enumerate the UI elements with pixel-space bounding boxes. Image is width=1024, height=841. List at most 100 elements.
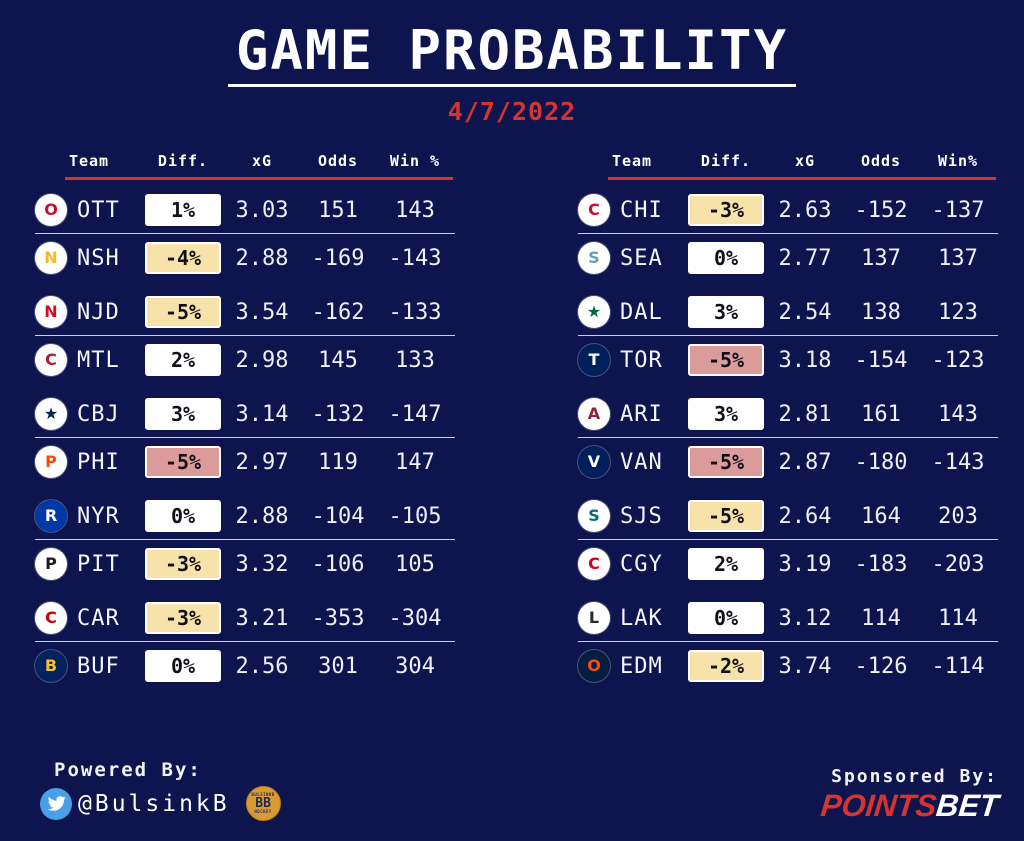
win-pct-value: -105 xyxy=(388,503,442,529)
xg-value: 2.77 xyxy=(778,245,832,271)
team-abbreviation: SJS xyxy=(620,503,663,529)
win-pct-value: -143 xyxy=(931,449,985,475)
game-divider xyxy=(578,437,998,438)
team-logo-icon: T xyxy=(578,344,610,376)
table-row: N NSH -4% 2.88 -169 -143 xyxy=(35,238,455,278)
odds-value: 161 xyxy=(861,401,901,427)
team-abbreviation: TOR xyxy=(620,347,663,373)
team-logo-icon: A xyxy=(578,398,610,430)
diff-value-box: 0% xyxy=(145,650,221,682)
table-row: V VAN -5% 2.87 -180 -143 xyxy=(578,442,998,482)
odds-value: 114 xyxy=(861,605,901,631)
column-header-team: Team xyxy=(611,152,653,170)
odds-value: -183 xyxy=(854,551,908,577)
xg-value: 3.12 xyxy=(778,605,832,631)
game-block: S SJS -5% 2.64 164 203 C CGY 2% 3.19 -18… xyxy=(578,496,998,584)
team-abbreviation: PIT xyxy=(77,551,120,577)
team-logo-icon: N xyxy=(35,242,67,274)
team-abbreviation: NSH xyxy=(77,245,120,271)
table-row: B BUF 0% 2.56 301 304 xyxy=(35,646,455,686)
team-abbreviation: MTL xyxy=(77,347,120,373)
table-row: C CHI -3% 2.63 -152 -137 xyxy=(578,190,998,230)
diff-value-box: 0% xyxy=(688,242,764,274)
game-divider xyxy=(35,641,455,642)
xg-value: 2.64 xyxy=(778,503,832,529)
table-row: A ARI 3% 2.81 161 143 xyxy=(578,394,998,434)
team-abbreviation: PHI xyxy=(77,449,120,475)
team-logo-icon: L xyxy=(578,602,610,634)
header-underline xyxy=(65,177,453,180)
win-pct-value: 133 xyxy=(395,347,435,373)
column-header-xg: xG xyxy=(794,152,816,170)
powered-by-label: Powered By: xyxy=(54,759,202,781)
game-divider xyxy=(578,233,998,234)
xg-value: 2.87 xyxy=(778,449,832,475)
diff-value-box: -3% xyxy=(688,194,764,226)
page-footer: Powered By: @BulsinkB BULSINKB BB HOCKEY… xyxy=(0,759,1024,823)
table-row: O OTT 1% 3.03 151 143 xyxy=(35,190,455,230)
xg-value: 2.56 xyxy=(235,653,289,679)
team-logo-icon: ★ xyxy=(578,296,610,328)
table-row: ★ DAL 3% 2.54 138 123 xyxy=(578,292,998,332)
xg-value: 2.54 xyxy=(778,299,832,325)
diff-value-box: -2% xyxy=(688,650,764,682)
team-logo-icon: O xyxy=(35,194,67,226)
team-abbreviation: NJD xyxy=(77,299,120,325)
xg-value: 2.81 xyxy=(778,401,832,427)
games-list: O OTT 1% 3.03 151 143 N NSH -4% 2.88 -16… xyxy=(35,190,455,686)
team-abbreviation: CAR xyxy=(77,605,120,631)
diff-value-box: 2% xyxy=(688,548,764,580)
odds-value: 151 xyxy=(318,197,358,223)
win-pct-value: 203 xyxy=(938,503,978,529)
diff-value-box: 2% xyxy=(145,344,221,376)
game-divider xyxy=(35,233,455,234)
win-pct-value: 143 xyxy=(938,401,978,427)
table-row: L LAK 0% 3.12 114 114 xyxy=(578,598,998,638)
team-abbreviation: CGY xyxy=(620,551,663,577)
column-header-odds: Odds xyxy=(317,152,359,170)
team-logo-icon: B xyxy=(35,650,67,682)
win-pct-value: 114 xyxy=(938,605,978,631)
diff-value-box: 3% xyxy=(688,398,764,430)
win-pct-value: 123 xyxy=(938,299,978,325)
win-pct-value: -137 xyxy=(931,197,985,223)
table-row: P PHI -5% 2.97 119 147 xyxy=(35,442,455,482)
diff-value-box: 0% xyxy=(688,602,764,634)
win-pct-value: 143 xyxy=(395,197,435,223)
team-logo-icon: V xyxy=(578,446,610,478)
team-abbreviation: ARI xyxy=(620,401,663,427)
diff-value-box: -5% xyxy=(688,344,764,376)
game-block: C CHI -3% 2.63 -152 -137 S SEA 0% 2.77 1… xyxy=(578,190,998,278)
team-logo-icon: C xyxy=(578,194,610,226)
team-abbreviation: BUF xyxy=(77,653,120,679)
game-divider xyxy=(35,437,455,438)
diff-value-box: 3% xyxy=(145,398,221,430)
odds-value: -180 xyxy=(854,449,908,475)
powered-by-block: Powered By: @BulsinkB BULSINKB BB HOCKEY xyxy=(40,759,281,821)
win-pct-value: 137 xyxy=(938,245,978,271)
xg-value: 3.14 xyxy=(235,401,289,427)
diff-value-box: -5% xyxy=(688,446,764,478)
table-row: P PIT -3% 3.32 -106 105 xyxy=(35,544,455,584)
xg-value: 2.63 xyxy=(778,197,832,223)
table-row: R NYR 0% 2.88 -104 -105 xyxy=(35,496,455,536)
team-logo-icon: C xyxy=(35,602,67,634)
twitter-icon xyxy=(40,787,72,820)
diff-value-box: -4% xyxy=(145,242,221,274)
team-logo-icon: R xyxy=(35,500,67,532)
table-row: S SEA 0% 2.77 137 137 xyxy=(578,238,998,278)
bb-hockey-badge-icon: BULSINKB BB HOCKEY xyxy=(245,786,281,821)
odds-value: 164 xyxy=(861,503,901,529)
diff-value-box: 0% xyxy=(145,500,221,532)
xg-value: 3.19 xyxy=(778,551,832,577)
team-abbreviation: CBJ xyxy=(77,401,120,427)
xg-value: 3.74 xyxy=(778,653,832,679)
game-block: N NJD -5% 3.54 -162 -133 C MTL 2% 2.98 1… xyxy=(35,292,455,380)
table-row: O EDM -2% 3.74 -126 -114 xyxy=(578,646,998,686)
team-logo-icon: C xyxy=(35,344,67,376)
xg-value: 3.21 xyxy=(235,605,289,631)
right-game-table: Team Diff. xG Odds Win% C CHI -3% 2.63 -… xyxy=(578,152,998,700)
game-divider xyxy=(35,335,455,336)
sponsored-by-label: Sponsored By: xyxy=(831,766,998,787)
odds-value: 137 xyxy=(861,245,901,271)
